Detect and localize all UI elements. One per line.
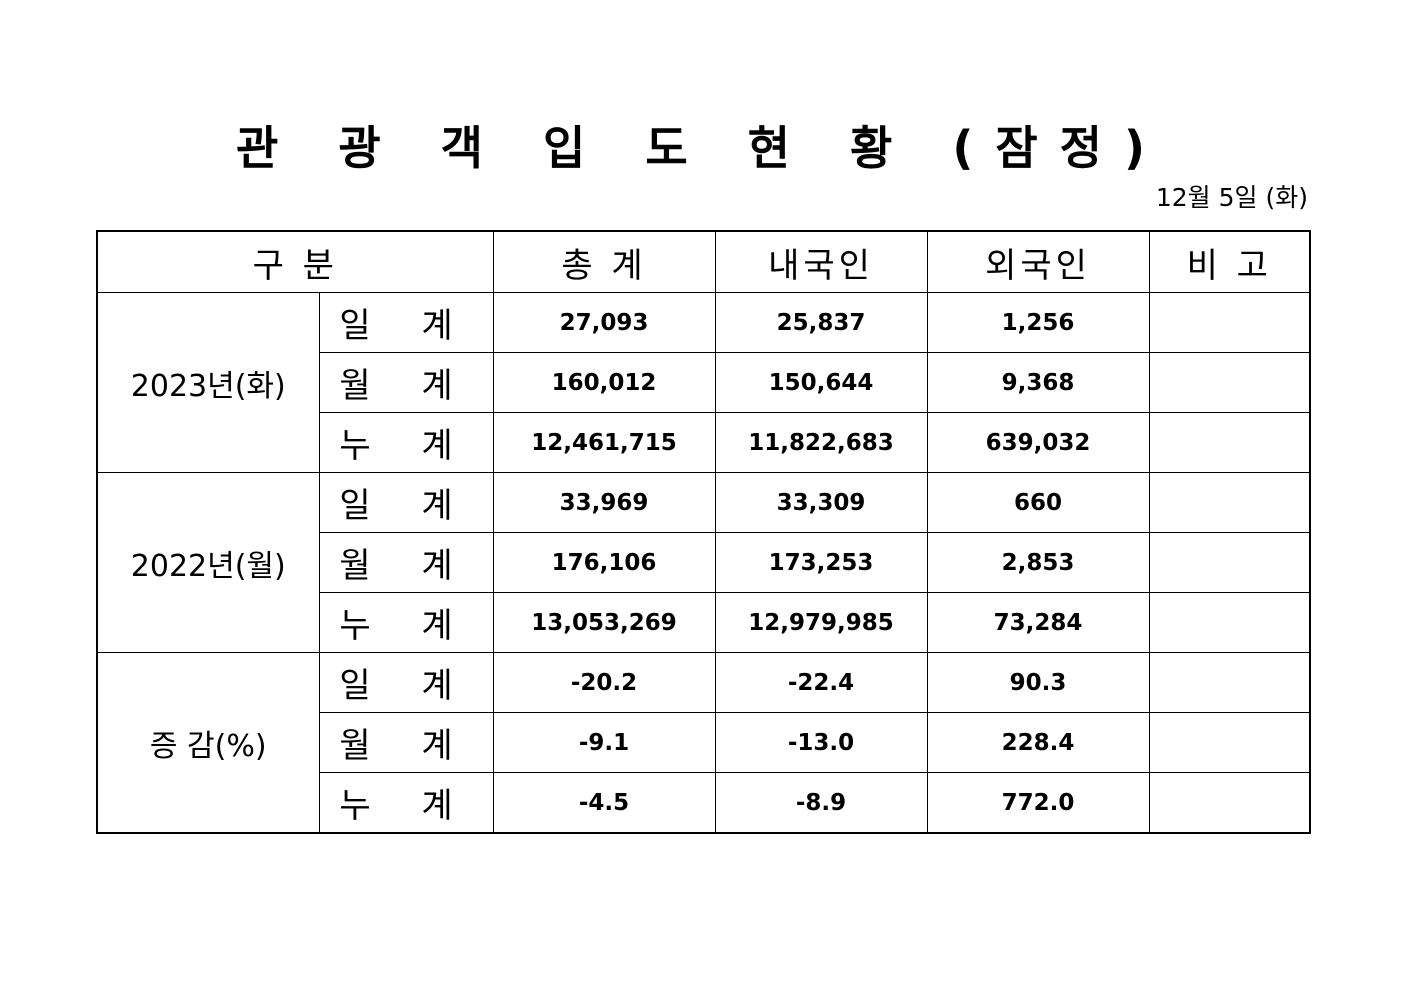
- total-cell: 33,969: [492, 472, 716, 533]
- header-row: 구 분 총 계 내국인 외국인 비 고: [96, 230, 1311, 293]
- group-label: 2022년(월): [96, 472, 320, 653]
- total-cell: 27,093: [492, 292, 716, 353]
- row-label: 월 계: [318, 712, 494, 773]
- foreign-cell: 639,032: [926, 412, 1150, 473]
- header-category: 구 분: [96, 230, 494, 293]
- foreign-cell: 1,256: [926, 292, 1150, 353]
- table-row: 누 계 13,053,269 12,979,985 73,284: [97, 592, 1311, 653]
- note-cell: [1148, 352, 1311, 413]
- domestic-cell: 25,837: [714, 292, 928, 353]
- domestic-cell: 11,822,683: [714, 412, 928, 473]
- domestic-cell: -8.9: [714, 772, 928, 834]
- header-domestic: 내국인: [714, 230, 928, 293]
- row-label: 누 계: [318, 592, 494, 653]
- table-row: 2023년(화) 일 계 27,093 25,837 1,256: [96, 292, 1311, 473]
- note-cell: [1148, 472, 1311, 533]
- table-row: 월 계 176,106 173,253 2,853: [97, 532, 1311, 593]
- table-row: 월 계 -9.1 -13.0 228.4: [97, 712, 1311, 773]
- domestic-cell: 12,979,985: [714, 592, 928, 653]
- note-cell: [1148, 712, 1311, 773]
- foreign-cell: 2,853: [926, 532, 1150, 593]
- note-cell: [1148, 532, 1311, 593]
- table-row: 누 계 12,461,715 11,822,683 639,032: [97, 412, 1311, 473]
- header-note: 비 고: [1148, 230, 1311, 293]
- domestic-cell: 173,253: [714, 532, 928, 593]
- table-row: 누 계 -4.5 -8.9 772.0: [97, 772, 1311, 834]
- domestic-cell: -13.0: [714, 712, 928, 773]
- foreign-cell: 9,368: [926, 352, 1150, 413]
- page-title: 관 광 객 입 도 현 황 (잠정): [235, 121, 1168, 175]
- foreign-cell: 228.4: [926, 712, 1150, 773]
- note-cell: [1148, 592, 1311, 653]
- domestic-cell: 150,644: [714, 352, 928, 413]
- row-label: 일 계: [318, 292, 494, 353]
- table-row: 증 감(%) 일 계 -20.2 -22.4 90.3: [96, 652, 1311, 834]
- table-row: 2022년(월) 일 계 33,969 33,309 660: [96, 472, 1311, 653]
- total-cell: 13,053,269: [492, 592, 716, 653]
- header-foreign: 외국인: [926, 230, 1150, 293]
- domestic-cell: -22.4: [714, 652, 928, 713]
- note-cell: [1148, 412, 1311, 473]
- total-cell: -20.2: [492, 652, 716, 713]
- note-cell: [1148, 772, 1311, 834]
- total-cell: -4.5: [492, 772, 716, 834]
- foreign-cell: 660: [926, 472, 1150, 533]
- note-cell: [1148, 652, 1311, 713]
- row-label: 월 계: [318, 352, 494, 413]
- header-total: 총 계: [492, 230, 716, 293]
- group-label: 2023년(화): [96, 292, 320, 473]
- row-label: 누 계: [318, 412, 494, 473]
- note-cell: [1148, 292, 1311, 353]
- total-cell: 176,106: [492, 532, 716, 593]
- report-date: 12월 5일 (화): [1155, 183, 1308, 212]
- row-label: 일 계: [318, 472, 494, 533]
- row-label: 일 계: [318, 652, 494, 713]
- domestic-cell: 33,309: [714, 472, 928, 533]
- foreign-cell: 772.0: [926, 772, 1150, 834]
- row-label: 누 계: [318, 772, 494, 834]
- total-cell: 12,461,715: [492, 412, 716, 473]
- foreign-cell: 73,284: [926, 592, 1150, 653]
- tourist-arrivals-table: 구 분 총 계 내국인 외국인 비 고 2023년(화) 일 계 27,093 25,…: [96, 230, 1311, 834]
- row-label: 월 계: [318, 532, 494, 593]
- group-label: 증 감(%): [96, 652, 320, 834]
- foreign-cell: 90.3: [926, 652, 1150, 713]
- total-cell: 160,012: [492, 352, 716, 413]
- total-cell: -9.1: [492, 712, 716, 773]
